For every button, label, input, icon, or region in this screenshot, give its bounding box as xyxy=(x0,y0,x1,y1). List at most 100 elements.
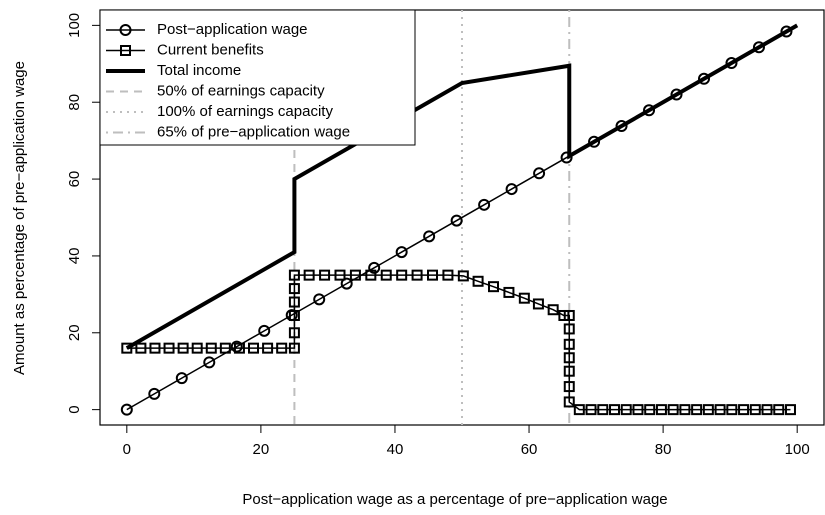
marker xyxy=(121,342,133,354)
marker xyxy=(563,309,575,321)
x-tick-label: 20 xyxy=(253,441,270,458)
marker xyxy=(505,183,518,196)
legend-label: 100% of earnings capacity xyxy=(157,103,333,120)
legend-label: Current benefits xyxy=(157,41,264,58)
marker xyxy=(411,269,423,281)
marker xyxy=(258,324,271,337)
marker xyxy=(563,396,575,408)
marker xyxy=(340,277,353,290)
marker xyxy=(288,296,300,308)
marker xyxy=(749,404,761,416)
marker xyxy=(319,269,331,281)
marker xyxy=(702,404,714,416)
legend-label: 50% of earnings capacity xyxy=(157,82,325,99)
marker xyxy=(288,342,300,354)
y-axis-label: Amount as percentage of pre−application … xyxy=(11,61,28,375)
marker xyxy=(632,404,644,416)
marker xyxy=(334,269,346,281)
marker xyxy=(752,41,765,54)
legend-label: 65% of pre−application wage xyxy=(157,123,350,140)
marker xyxy=(450,214,463,227)
marker xyxy=(288,283,300,295)
marker xyxy=(563,352,575,364)
marker xyxy=(620,404,632,416)
marker xyxy=(442,269,454,281)
marker xyxy=(609,404,621,416)
marker xyxy=(135,342,147,354)
marker xyxy=(472,275,484,287)
marker xyxy=(691,404,703,416)
marker xyxy=(262,342,274,354)
legend-label: Total income xyxy=(157,62,241,79)
marker xyxy=(288,309,300,321)
marker xyxy=(149,342,161,354)
marker xyxy=(726,404,738,416)
marker xyxy=(303,269,315,281)
marker xyxy=(597,404,609,416)
marker xyxy=(349,269,361,281)
marker xyxy=(313,293,326,306)
x-tick-label: 80 xyxy=(655,441,672,458)
marker xyxy=(177,342,189,354)
marker xyxy=(563,323,575,335)
marker xyxy=(396,269,408,281)
marker xyxy=(288,327,300,339)
legend-label: Post−application wage xyxy=(157,21,308,38)
marker xyxy=(288,269,300,281)
marker xyxy=(503,286,515,298)
marker xyxy=(175,372,188,385)
marker xyxy=(120,403,133,416)
marker xyxy=(615,120,628,133)
series-line xyxy=(126,274,791,411)
marker xyxy=(203,356,216,369)
marker xyxy=(773,404,785,416)
series-line xyxy=(125,23,799,350)
marker xyxy=(547,304,559,316)
legend-box xyxy=(99,9,416,146)
marker xyxy=(205,342,217,354)
marker xyxy=(427,269,439,281)
marker xyxy=(784,404,796,416)
marker xyxy=(365,269,377,281)
marker xyxy=(276,342,288,354)
marker xyxy=(368,261,381,274)
marker xyxy=(457,270,469,282)
marker xyxy=(573,404,585,416)
marker xyxy=(585,404,597,416)
marker xyxy=(148,387,161,400)
marker xyxy=(191,342,203,354)
legend-marker xyxy=(119,24,132,36)
y-tick-label: 20 xyxy=(66,324,83,341)
marker xyxy=(518,292,530,304)
marker xyxy=(423,230,436,243)
marker xyxy=(532,298,544,310)
marker xyxy=(248,342,260,354)
marker xyxy=(563,365,575,377)
marker xyxy=(563,381,575,393)
marker xyxy=(761,404,773,416)
y-tick-label: 100 xyxy=(66,13,83,38)
marker xyxy=(478,198,491,211)
marker xyxy=(533,167,546,180)
marker xyxy=(670,88,683,101)
marker xyxy=(380,269,392,281)
marker xyxy=(233,342,245,354)
marker xyxy=(725,57,738,70)
marker xyxy=(698,72,711,85)
marker xyxy=(714,404,726,416)
marker xyxy=(563,338,575,350)
x-tick-label: 0 xyxy=(123,441,131,458)
y-tick-label: 40 xyxy=(66,248,83,265)
marker xyxy=(230,340,243,353)
marker xyxy=(395,246,408,259)
marker xyxy=(667,404,679,416)
marker xyxy=(488,281,500,293)
marker xyxy=(644,404,656,416)
marker xyxy=(560,151,573,164)
marker xyxy=(588,135,601,148)
x-tick-label: 60 xyxy=(521,441,538,458)
y-tick-label: 80 xyxy=(66,94,83,111)
marker xyxy=(163,342,175,354)
marker xyxy=(655,404,667,416)
